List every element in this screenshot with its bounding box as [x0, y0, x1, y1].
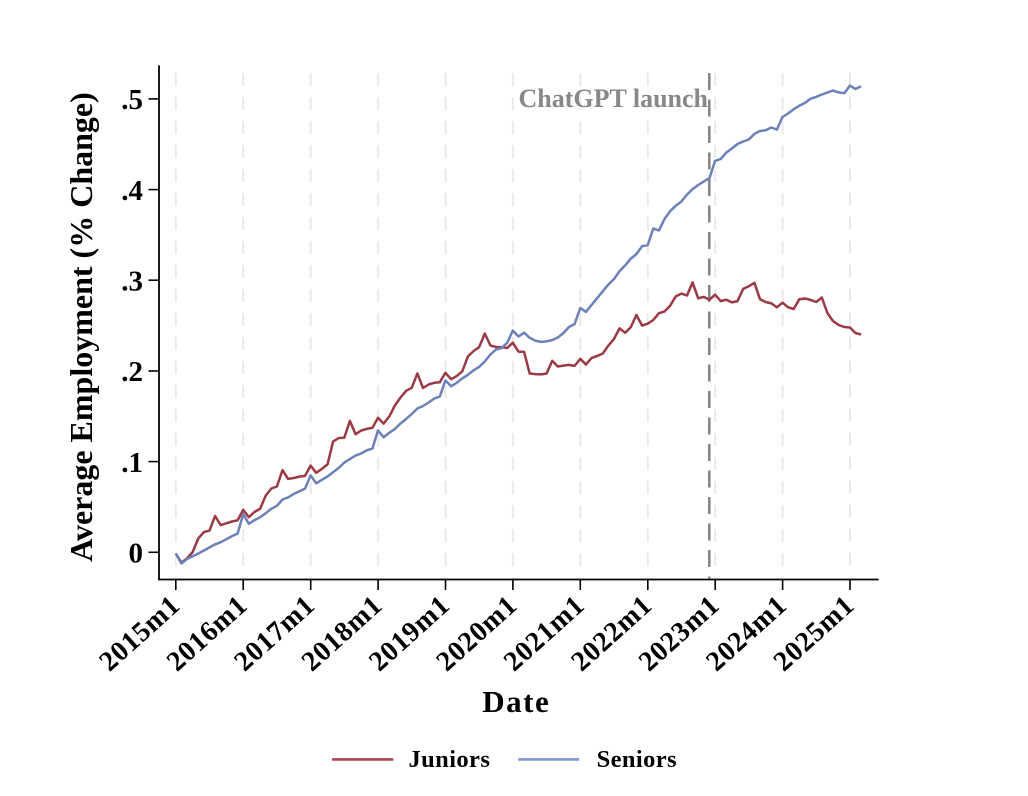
svg-text:.3: .3 [121, 265, 143, 297]
svg-text:Juniors: Juniors [409, 746, 491, 773]
svg-text:0: 0 [129, 538, 144, 570]
svg-text:Average Employment (% Change): Average Employment (% Change) [63, 92, 99, 562]
svg-text:Seniors: Seniors [597, 746, 677, 773]
svg-text:.4: .4 [121, 175, 143, 207]
svg-text:.2: .2 [121, 356, 143, 388]
svg-text:Date: Date [482, 684, 550, 719]
svg-text:.5: .5 [121, 84, 143, 116]
svg-text:ChatGPT launch: ChatGPT launch [518, 84, 708, 113]
svg-text:.1: .1 [121, 447, 143, 479]
